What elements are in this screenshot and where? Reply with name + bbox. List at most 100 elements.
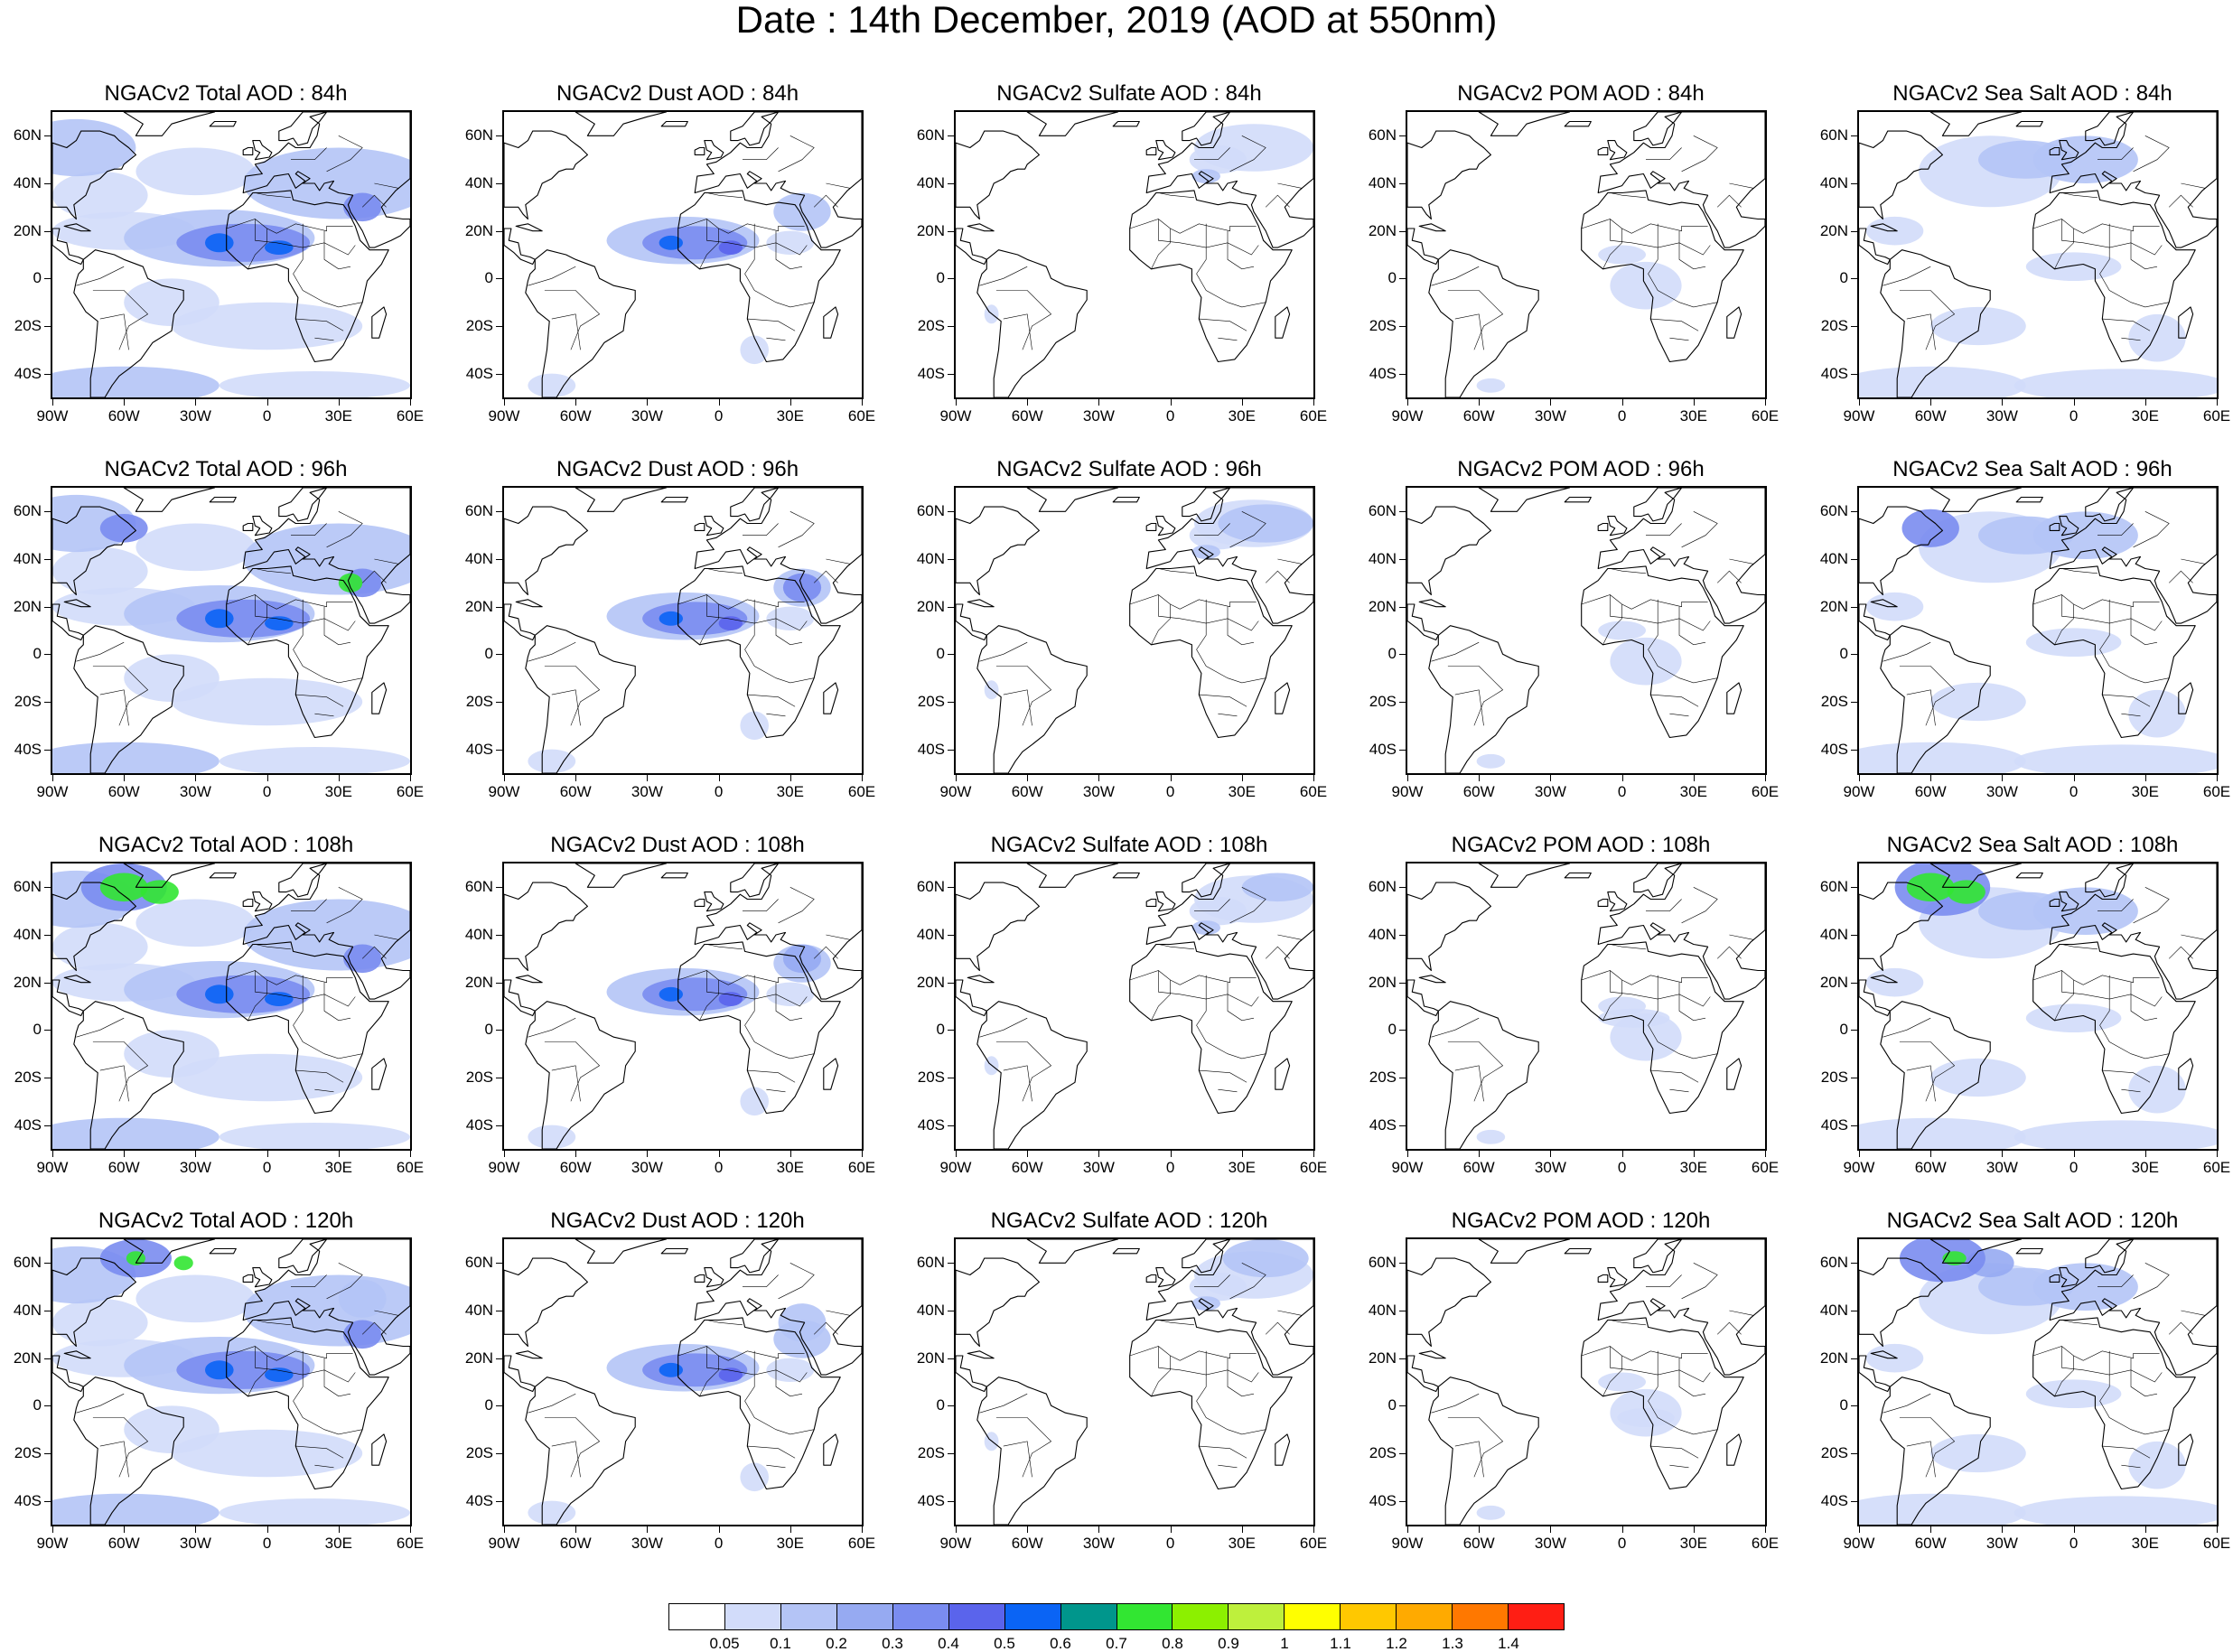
lon-label: 60E <box>1299 407 1328 425</box>
country-border <box>1158 192 1195 199</box>
map-panel: NGACv2 Dust AOD : 84h 60N 40N 20N 0 20S 40S 90W… <box>452 81 903 461</box>
lat-label: 0 <box>484 269 493 287</box>
coastline <box>976 1377 1088 1525</box>
country-border <box>326 511 363 548</box>
coastline <box>1155 516 1176 537</box>
lat-label: 40N <box>464 174 493 191</box>
lat-label: 40S <box>1820 1115 1848 1134</box>
country-border <box>1158 568 1195 574</box>
lat-tick <box>948 183 954 184</box>
lon-label: 90W <box>36 407 69 425</box>
aod-contour <box>782 944 822 974</box>
lon-label: 30E <box>1679 1159 1707 1176</box>
country-border <box>92 1041 149 1102</box>
lat-tick <box>1399 1453 1406 1454</box>
lat-label: 20N <box>916 1349 945 1367</box>
lon-tick <box>575 1526 577 1533</box>
lon-label: 30E <box>1679 783 1707 800</box>
lat-tick <box>44 1405 51 1407</box>
aod-contour <box>528 373 576 397</box>
coastline <box>2059 140 2079 161</box>
colorbar-swatch <box>1004 1604 1061 1629</box>
country-border <box>323 606 351 646</box>
coastline <box>1275 682 1291 714</box>
country-borders <box>1883 511 2205 726</box>
lat-label: 20S <box>1369 1069 1397 1086</box>
lon-tick <box>1621 399 1623 406</box>
lat-label: 20N <box>1819 973 1848 991</box>
coastline <box>1182 488 1231 522</box>
lon-label: 60E <box>847 783 876 800</box>
coastline <box>515 223 543 232</box>
coastline <box>694 1274 705 1283</box>
aod-contour <box>176 599 311 638</box>
coastline <box>1859 506 1943 596</box>
lat-label: 0 <box>936 269 945 287</box>
colorbar-label: 0.3 <box>882 1635 903 1652</box>
lat-tick <box>496 559 502 560</box>
lat-label: 0 <box>33 269 42 287</box>
lon-label: 60E <box>847 1159 876 1176</box>
coastline <box>694 863 862 1000</box>
country-border <box>2102 694 2151 707</box>
coastline <box>730 112 780 146</box>
coastline <box>1026 1239 1119 1264</box>
lat-tick <box>496 230 502 232</box>
country-border <box>826 1310 850 1316</box>
map-plot <box>504 1239 862 1525</box>
coastline <box>575 863 668 888</box>
country-border <box>76 1393 125 1414</box>
coastlines <box>1407 863 1765 1149</box>
country-border <box>2130 230 2158 270</box>
coastline <box>1597 863 1765 1000</box>
colorbar-label: 0.9 <box>1218 1635 1239 1652</box>
lat-tick <box>948 1263 954 1265</box>
lon-label: 0 <box>1165 407 1175 425</box>
coastline <box>1155 1267 1176 1288</box>
lon-label: 30E <box>2131 1159 2159 1176</box>
lon-label: 30W <box>631 1535 663 1552</box>
colorbar-swatch <box>1397 1604 1453 1629</box>
lat-label: 20S <box>1369 1444 1397 1461</box>
lon-tick <box>575 775 577 781</box>
aod-contour <box>52 118 136 177</box>
country-border <box>2032 1346 2160 1361</box>
colorbar-label: 0.5 <box>994 1635 1015 1652</box>
map-frame <box>502 1237 864 1526</box>
lat-tick <box>496 654 502 656</box>
coastline <box>63 599 91 608</box>
country-border <box>374 182 398 189</box>
map-frame <box>954 1237 1315 1526</box>
country-border <box>2061 594 2163 631</box>
lat-tick <box>948 1405 954 1407</box>
panel-title: NGACv2 Sulfate AOD : 120h <box>990 1209 1268 1233</box>
lat-label: 0 <box>936 645 945 663</box>
aod-contour <box>1859 366 2026 397</box>
lon-tick <box>862 1526 863 1533</box>
lon-tick <box>1550 775 1552 781</box>
lat-tick <box>948 511 954 513</box>
lon-label: 90W <box>1843 407 1875 425</box>
country-border <box>766 713 786 717</box>
lat-label: 20S <box>465 1069 493 1086</box>
lat-tick <box>1851 1453 1857 1454</box>
country-border <box>295 1445 344 1459</box>
country-border <box>2168 570 2193 583</box>
country-border <box>1218 337 1238 341</box>
lat-label: 0 <box>1387 645 1397 663</box>
country-border <box>551 1441 581 1478</box>
lat-label: 20S <box>1820 317 1848 334</box>
lat-label: 20S <box>1820 1444 1848 1461</box>
lon-label: 90W <box>939 783 972 800</box>
lat-tick <box>1399 559 1406 560</box>
lon-tick <box>956 1151 957 1157</box>
map-plot <box>956 112 1313 397</box>
colorbar-swatch <box>1229 1604 1285 1629</box>
country-border <box>326 887 363 924</box>
coastlines <box>504 488 862 773</box>
coastline <box>73 625 184 773</box>
country-border <box>544 290 601 350</box>
lat-label: 20S <box>465 693 493 710</box>
aod-contour <box>2025 1379 2122 1408</box>
aod-contour <box>338 573 363 593</box>
